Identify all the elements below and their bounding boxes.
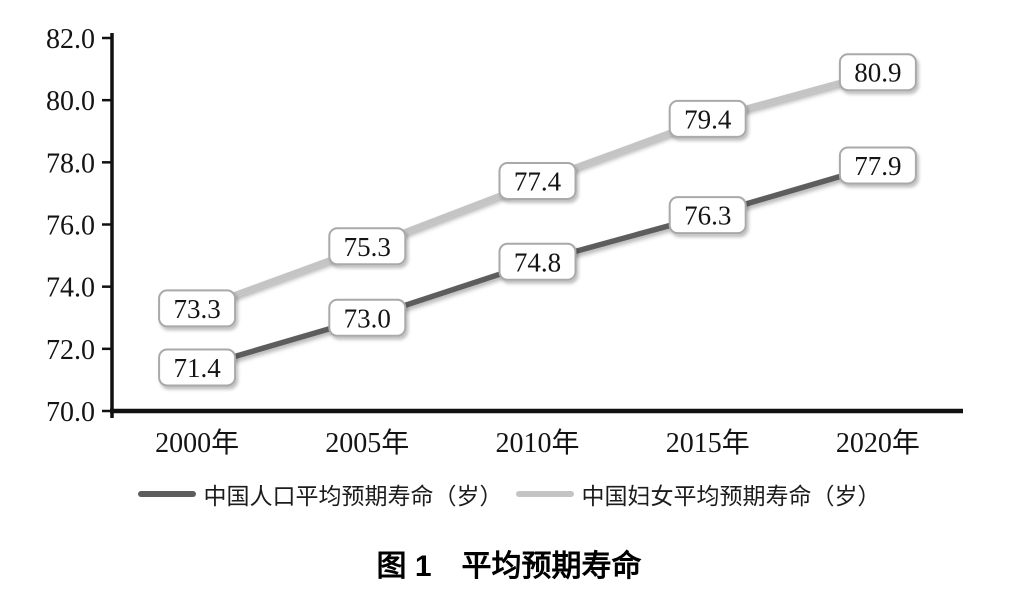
data-label-box bbox=[668, 99, 747, 138]
x-axis-category-label: 2000年 bbox=[155, 427, 239, 459]
y-axis-tick-label: 80.0 bbox=[46, 86, 95, 117]
legend-swatch-population bbox=[137, 491, 196, 497]
y-axis-tick-label: 70.0 bbox=[46, 397, 95, 428]
data-label-value: 80.9 bbox=[854, 58, 901, 88]
data-label-box bbox=[158, 348, 237, 387]
data-label-box bbox=[838, 146, 917, 185]
y-axis-tick-label: 72.0 bbox=[46, 335, 95, 366]
y-axis-tick-label: 78.0 bbox=[46, 148, 95, 179]
data-label-box bbox=[498, 161, 577, 200]
legend-item-population: 中国人口平均预期寿命（岁） bbox=[137, 477, 503, 511]
x-axis-category-label: 2015年 bbox=[666, 427, 750, 459]
data-label-box bbox=[498, 242, 577, 281]
data-label-value: 77.9 bbox=[854, 151, 901, 181]
data-label-box bbox=[328, 227, 407, 266]
data-label-value: 73.0 bbox=[344, 303, 391, 333]
figure-caption: 图 1 平均预期寿命 bbox=[376, 550, 642, 583]
y-axis-tick-label: 82.0 bbox=[46, 24, 95, 55]
data-label-box bbox=[328, 298, 407, 337]
legend-label-women: 中国妇女平均预期寿命（岁） bbox=[581, 484, 881, 509]
x-axis-category-label: 2020年 bbox=[836, 427, 920, 459]
legend-label-population: 中国人口平均预期寿命（岁） bbox=[203, 484, 503, 509]
data-label-box bbox=[838, 53, 917, 92]
data-label-value: 73.3 bbox=[173, 294, 220, 324]
data-label-value: 74.8 bbox=[514, 247, 561, 277]
data-label-value: 77.4 bbox=[514, 166, 562, 196]
data-label-value: 76.3 bbox=[684, 201, 731, 231]
data-label-box bbox=[668, 196, 747, 235]
data-label-box bbox=[158, 289, 237, 328]
legend-swatch-women bbox=[515, 491, 574, 497]
data-label-value: 75.3 bbox=[344, 232, 391, 262]
x-axis-category-label: 2010年 bbox=[495, 427, 579, 459]
data-label-value: 71.4 bbox=[173, 353, 221, 383]
data-label-value: 79.4 bbox=[684, 104, 732, 134]
line-chart: 70.0 72.0 74.0 76.0 78.0 80.0 82.0 2000年 2005年 20… bbox=[46, 24, 963, 459]
y-axis-tick-label: 74.0 bbox=[46, 273, 95, 304]
y-axis-tick-label: 76.0 bbox=[46, 211, 95, 242]
chart-legend: 中国人口平均预期寿命（岁） 中国妇女平均预期寿命（岁） bbox=[0, 477, 1018, 511]
legend-item-women: 中国妇女平均预期寿命（岁） bbox=[515, 477, 881, 511]
x-axis-category-label: 2005年 bbox=[325, 427, 409, 459]
